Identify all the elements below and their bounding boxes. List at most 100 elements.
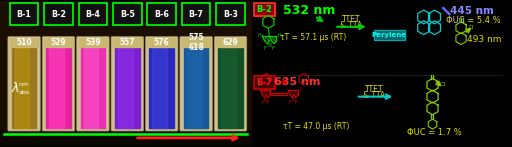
Text: ΦUC = 1.7 %: ΦUC = 1.7 %: [407, 128, 462, 137]
Bar: [79, 3, 107, 25]
Text: B-1: B-1: [17, 10, 32, 19]
Bar: [146, 2, 177, 26]
Bar: [46, 40, 71, 128]
Text: I: I: [300, 87, 302, 92]
Text: 510: 510: [16, 38, 32, 47]
Bar: [187, 40, 202, 128]
Bar: [216, 38, 245, 47]
Text: ΦUC = 5.4 %: ΦUC = 5.4 %: [446, 16, 501, 25]
Text: & TTA: & TTA: [364, 91, 386, 100]
Text: B-4: B-4: [86, 10, 100, 19]
Text: F: F: [261, 100, 264, 105]
Text: N: N: [261, 91, 265, 96]
Bar: [43, 2, 74, 26]
Text: N: N: [288, 91, 292, 96]
Bar: [374, 30, 405, 40]
Bar: [113, 3, 141, 25]
Bar: [79, 38, 107, 47]
Text: N: N: [293, 91, 297, 96]
Bar: [182, 38, 210, 47]
Text: 575
618: 575 618: [188, 33, 204, 52]
Text: $\lambda$: $\lambda$: [11, 81, 19, 95]
FancyBboxPatch shape: [180, 37, 212, 131]
Text: H: H: [278, 33, 281, 38]
Text: 576: 576: [154, 38, 169, 47]
Text: B-6: B-6: [154, 10, 169, 19]
Text: B-2: B-2: [51, 10, 66, 19]
Bar: [0, 1, 251, 146]
Bar: [15, 40, 30, 128]
Text: N: N: [266, 91, 270, 96]
Bar: [147, 3, 176, 25]
Bar: [10, 38, 38, 47]
Bar: [253, 76, 275, 89]
Bar: [221, 40, 236, 128]
Bar: [83, 40, 98, 128]
Bar: [252, 1, 503, 146]
Text: B: B: [291, 97, 295, 102]
Text: 493 nm: 493 nm: [467, 35, 501, 44]
Text: Cl: Cl: [439, 82, 445, 87]
FancyBboxPatch shape: [145, 37, 178, 131]
Text: N: N: [264, 37, 269, 42]
Text: TTET: TTET: [365, 85, 384, 94]
Text: 557: 557: [119, 38, 135, 47]
Text: B: B: [264, 97, 267, 102]
Bar: [112, 2, 142, 26]
FancyBboxPatch shape: [42, 37, 75, 131]
Text: Cl: Cl: [469, 25, 474, 30]
FancyBboxPatch shape: [111, 37, 143, 131]
Text: B-7: B-7: [189, 10, 204, 19]
Text: Perylene: Perylene: [372, 32, 407, 38]
Text: B-7: B-7: [257, 78, 272, 87]
Bar: [113, 38, 141, 47]
Text: B-3: B-3: [223, 10, 238, 19]
Bar: [253, 3, 275, 16]
Text: 635 nm: 635 nm: [274, 77, 320, 87]
Text: abs: abs: [18, 90, 30, 95]
Bar: [184, 40, 208, 128]
Text: τT = 57.1 μs (RT): τT = 57.1 μs (RT): [281, 33, 347, 42]
FancyBboxPatch shape: [215, 37, 247, 131]
Text: 529: 529: [51, 38, 66, 47]
FancyBboxPatch shape: [8, 37, 40, 131]
Bar: [49, 40, 64, 128]
Bar: [216, 3, 245, 25]
Text: B: B: [267, 43, 271, 48]
Text: 532 nm: 532 nm: [284, 4, 336, 17]
Text: 539: 539: [85, 38, 101, 47]
Bar: [12, 40, 36, 128]
Bar: [0, 130, 251, 146]
Bar: [374, 30, 405, 40]
Bar: [182, 3, 210, 25]
Bar: [44, 38, 73, 47]
Bar: [10, 3, 38, 25]
Text: & TTA: & TTA: [340, 21, 362, 30]
Bar: [153, 40, 167, 128]
Text: 629: 629: [223, 38, 239, 47]
Bar: [147, 38, 176, 47]
Bar: [150, 40, 174, 128]
Bar: [253, 76, 275, 89]
Text: F: F: [264, 46, 267, 51]
Text: F: F: [294, 100, 297, 105]
Bar: [115, 40, 140, 128]
Text: F: F: [272, 46, 275, 51]
Bar: [215, 2, 246, 26]
Text: N: N: [270, 37, 274, 42]
Text: B-2: B-2: [257, 5, 272, 14]
Text: F: F: [289, 100, 291, 105]
Bar: [218, 40, 243, 128]
FancyBboxPatch shape: [77, 37, 109, 131]
Bar: [80, 40, 105, 128]
Text: I: I: [257, 87, 259, 92]
Text: F: F: [267, 100, 270, 105]
Text: nm: nm: [18, 82, 29, 87]
Text: TTET: TTET: [342, 15, 360, 24]
Text: B-5: B-5: [120, 10, 135, 19]
Text: H: H: [258, 33, 262, 38]
Text: τT = 47.0 μs (RT): τT = 47.0 μs (RT): [283, 122, 350, 131]
Bar: [78, 2, 108, 26]
Text: 445 nm: 445 nm: [450, 6, 494, 16]
Bar: [181, 2, 211, 26]
